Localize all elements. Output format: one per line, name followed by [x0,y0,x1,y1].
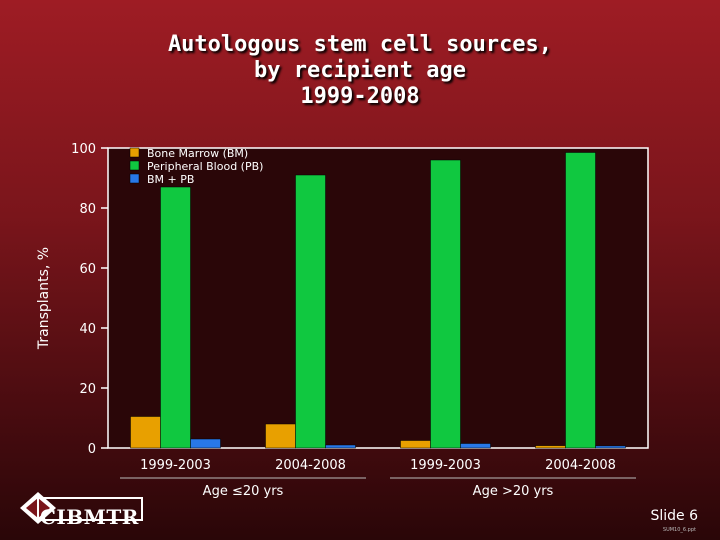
logo-text: CIBMTR [40,505,139,529]
x-tick-label-0: 1999-2003 [140,458,211,473]
y-tick-label-1: 20 [79,382,96,397]
plot-frame [107,147,649,449]
bar-pb-2 [430,159,461,449]
cibmtr-logo [20,492,143,524]
legend-label-pb: Peripheral Blood (PB) [147,160,263,173]
y-tick-label-4: 80 [79,202,96,217]
y-tick-label-3: 60 [79,262,96,277]
x-tick-label-1: 2004-2008 [275,458,346,473]
x-tick-label-3: 2004-2008 [545,458,616,473]
title-line-1: Autologous stem cell sources, [167,32,553,57]
bar-bmpb-3 [595,445,626,449]
y-tick-label-0: 0 [88,442,96,457]
bars [130,152,626,449]
group-label-0: Age ≤20 yrs [203,484,284,499]
chart-title: Autologous stem cell sources, by recipie… [0,32,720,110]
bar-bmpb-2 [460,443,491,449]
legend-swatch-bm [129,147,140,158]
bar-pb-0 [160,186,191,449]
legend-label-bm: Bone Marrow (BM) [147,147,248,160]
legend-swatch-pb [129,160,140,171]
y-tick-label-2: 40 [79,322,96,337]
group-label-1: Age >20 yrs [473,484,554,499]
y-tick-label-5: 100 [71,142,96,157]
slide-number: Slide 6 [650,508,698,524]
legend: Bone Marrow (BM)Peripheral Blood (PB)BM … [129,147,263,186]
bar-bm-2 [400,440,431,449]
bar-bm-3 [535,445,566,449]
bar-bm-0 [130,416,161,449]
x-axis: 1999-2003 2004-2008 1999-2003 2004-2008 Age … [120,458,636,499]
title-line-2: by recipient age [254,58,466,83]
bar-bmpb-1 [325,444,356,449]
title-line-3: 1999-2008 [300,84,420,109]
bar-pb-1 [295,174,326,449]
bar-bmpb-0 [190,438,221,449]
bar-pb-3 [565,152,596,449]
y-axis: 0 20 40 60 80 100 [71,142,108,457]
logo-box [37,497,143,521]
x-tick-label-2: 1999-2003 [410,458,481,473]
plot-area [107,147,649,449]
legend-label-bmpb: BM + PB [147,173,194,186]
bar-bm-1 [265,423,296,449]
y-axis-label: Transplants, % [36,247,52,350]
slide-code: SUM10_6.ppt [662,527,696,533]
legend-swatch-bmpb [129,173,140,184]
